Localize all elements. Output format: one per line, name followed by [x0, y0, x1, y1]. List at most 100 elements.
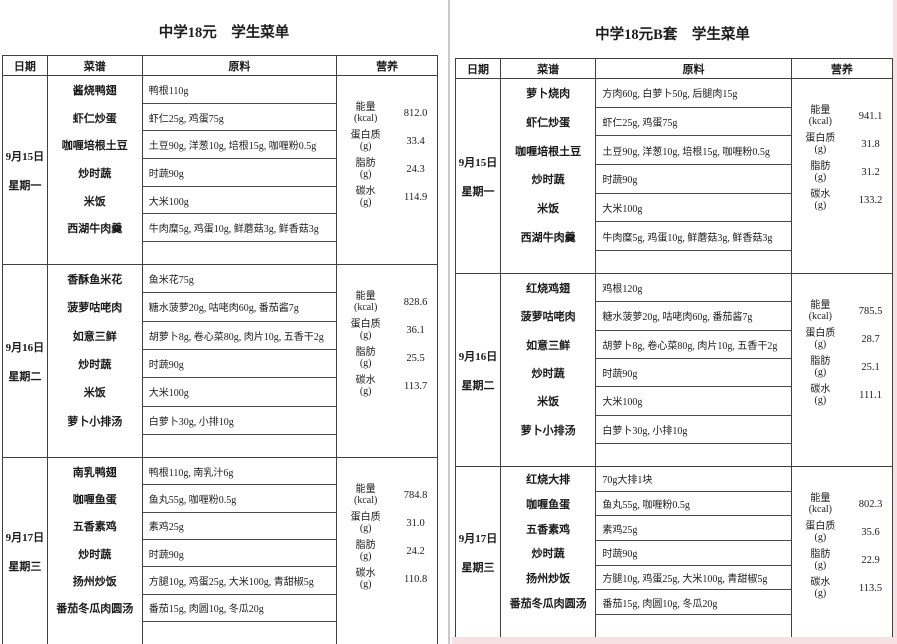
- nutrition-label-name: 碳水: [355, 185, 376, 197]
- dish-name: 萝卜烧肉: [526, 88, 571, 101]
- weekday-text: 星期二: [8, 370, 42, 383]
- nutrition-value: 802.3: [858, 498, 883, 510]
- nutrition-item: 碳水 (g) 133.2: [792, 186, 892, 214]
- nutrition-cell: 能量 (kcal) 812.0 蛋白质 (g) 33.4 脂肪 (g) 24.3 碳水 (g) 114…: [337, 76, 437, 264]
- nutrition-label-unit: (g): [359, 551, 372, 562]
- dish-column: 萝卜烧肉 虾仁炒蛋 咖喱培根土豆 炒时蔬 米饭 西湖牛肉羹: [501, 79, 597, 273]
- day-group: 9月17日 星期三 南乳鸭翅 咖喱鱼蛋 五香素鸡 炒时蔬 扬州炒饭 番茄冬瓜肉圆汤 鸭根110g…: [3, 458, 437, 644]
- page-divider: [448, 0, 450, 644]
- nutrition-item: 能量 (kcal) 828.6: [337, 288, 437, 316]
- nutrition-label-unit: (kcal): [354, 495, 378, 506]
- nutrition-item: 脂肪 (g) 25.1: [792, 353, 892, 381]
- nutrition-value: 33.4: [406, 135, 425, 147]
- menu-page-left: 中学18元 学生菜单 日期 菜谱 原料 营养 9月15日 星期一 酱烧鸭翅 虾仁炒蛋咖…: [0, 0, 448, 644]
- nutrition-label: 碳水 (g): [337, 186, 394, 209]
- nutrition-item: 能量 (kcal) 941.1: [792, 102, 892, 130]
- nutrition-label: 能量 (kcal): [792, 300, 849, 323]
- date-text: 9月17日: [5, 531, 45, 544]
- dish-column: 香酥鱼米花 菠萝咕咾肉 如意三鲜 炒时蔬 米饭 萝卜小排汤: [48, 265, 143, 457]
- ingredient-cell: 牛肉糜5g, 鸡蛋10g, 鲜蘑菇3g, 鲜香菇3g: [142, 214, 337, 243]
- nutrition-cell: 能量 (kcal) 941.1 蛋白质 (g) 31.8 脂肪 (g) 31.2 碳水 (g) 133…: [792, 79, 892, 273]
- ingredient-column: 鸭根110g, 南乳汁6g 鱼丸55g, 咖喱粉0.5g 素鸡25g 时蔬90g 方腿1…: [142, 458, 338, 644]
- ingredient-cell: [143, 242, 336, 264]
- date-cell: 9月17日 星期三: [456, 467, 501, 637]
- nutrition-label-name: 能量: [355, 290, 376, 302]
- nutrition-item: 脂肪 (g) 24.3: [337, 155, 437, 183]
- dish-column: 红烧大排 咖喱鱼蛋 五香素鸡 炒时蔬 扬州炒饭 番茄冬瓜肉圆汤: [501, 467, 597, 637]
- date-cell: 9月16日 星期二: [456, 274, 501, 466]
- dish-name: 红烧鸡翅: [526, 283, 571, 296]
- dish-name: 扬州炒饭: [72, 575, 117, 588]
- nutrition-label-unit: (kcal): [808, 504, 833, 515]
- nutrition-label-unit: (g): [814, 395, 827, 406]
- ingredient-cell: 胡萝卜8g, 卷心菜80g, 肉片10g, 五香干2g: [142, 322, 337, 350]
- dish-name: 扬州炒饭: [526, 573, 571, 586]
- nutrition-label-unit: (kcal): [808, 116, 833, 127]
- nutrition-label-unit: (g): [359, 197, 372, 208]
- ingredient-cell: 方腿10g, 鸡蛋25g, 大米100g, 青甜椒5g: [596, 566, 791, 591]
- ingredient-cell: 鱼米花75g: [142, 265, 337, 294]
- nutrition-label: 能量 (kcal): [792, 493, 849, 516]
- dish-name: [501, 444, 595, 466]
- dish-name: 咖喱培根土豆: [515, 145, 582, 158]
- nutrition-label: 脂肪 (g): [337, 347, 394, 370]
- nutrition-label-name: 脂肪: [355, 539, 376, 551]
- nutrition-label: 碳水 (g): [792, 384, 849, 407]
- dish-name: 咖喱鱼蛋: [526, 499, 571, 511]
- ingredient-cell: 番茄15g, 肉圆10g, 冬瓜20g: [142, 595, 337, 622]
- dish-name: 米饭: [537, 396, 560, 409]
- header-date: 日期: [456, 59, 501, 78]
- nutrition-item: 脂肪 (g) 25.5: [337, 344, 437, 372]
- ingredient-cell: 虾仁25g, 鸡蛋75g: [142, 104, 337, 132]
- nutrition-label: 脂肪 (g): [337, 540, 394, 563]
- nutrition-item: 碳水 (g) 114.9: [337, 183, 437, 211]
- nutrition-label: 脂肪 (g): [792, 356, 849, 379]
- nutrition-label-name: 脂肪: [810, 548, 831, 560]
- nutrition-label-unit: (g): [359, 386, 372, 397]
- nutrition-label-unit: (g): [359, 169, 372, 180]
- ingredient-cell: 时蔬90g: [596, 541, 791, 566]
- ingredient-cell: 70g大排1块: [596, 467, 791, 492]
- dish-name: 炒时蔬: [78, 359, 112, 372]
- nutrition-label: 蛋白质 (g): [792, 133, 849, 156]
- nutrition-label-unit: (g): [814, 367, 827, 378]
- nutrition-item: 蛋白质 (g) 31.0: [337, 509, 437, 537]
- ingredient-cell: 大米100g: [142, 378, 337, 407]
- nutrition-label: 碳水 (g): [337, 375, 394, 398]
- ingredient-cell: 土豆90g, 洋葱10g, 培根15g, 咖喱粉0.5g: [142, 131, 337, 160]
- nutrition-label: 碳水 (g): [792, 577, 849, 600]
- nutrition-value: 36.1: [406, 324, 425, 336]
- dish-name: [48, 242, 142, 264]
- nutrition-item: 脂肪 (g) 24.2: [337, 537, 437, 565]
- nutrition-label-name: 蛋白质: [350, 129, 381, 141]
- dish-name: 炒时蔬: [531, 174, 565, 187]
- nutrition-item: 能量 (kcal) 802.3: [792, 490, 892, 518]
- dish-name: 炒时蔬: [78, 548, 112, 561]
- dish-name: 香酥鱼米花: [67, 274, 123, 287]
- weekday-text: 星期一: [461, 185, 495, 198]
- ingredient-cell: 白萝卜30g, 小排10g: [142, 407, 337, 435]
- dish-name: 红烧大排: [526, 474, 571, 487]
- date-cell: 9月17日 星期三: [3, 458, 48, 644]
- nutrition-label-unit: (kcal): [354, 113, 378, 124]
- ingredient-column: 鱼米花75g 糖水菠萝20g, 咕咾肉60g, 番茄酱7g 胡萝卜8g, 卷心菜80…: [142, 265, 338, 457]
- nutrition-value: 785.5: [858, 305, 883, 317]
- nutrition-value: 784.8: [403, 489, 428, 501]
- nutrition-item: 能量 (kcal) 785.5: [792, 297, 892, 325]
- nutrition-label: 能量 (kcal): [337, 484, 394, 507]
- ingredient-column: 鸭根110g 虾仁25g, 鸡蛋75g 土豆90g, 洋葱10g, 培根15g, 咖…: [142, 76, 338, 264]
- day-group: 9月17日 星期三 红烧大排 咖喱鱼蛋 五香素鸡 炒时蔬 扬州炒饭 番茄冬瓜肉圆汤 70g大排1…: [456, 467, 892, 637]
- dish-name: 虾仁炒蛋: [72, 112, 117, 125]
- header-nutrition: 营养: [376, 60, 399, 73]
- nutrition-label-name: 脂肪: [355, 157, 376, 169]
- ingredient-cell: 方腿10g, 鸡蛋25g, 大米100g, 青甜椒5g: [142, 567, 337, 595]
- nutrition-label-unit: (g): [814, 560, 827, 571]
- ingredient-cell: 鸭根110g: [142, 76, 337, 104]
- nutrition-item: 碳水 (g) 113.7: [337, 372, 437, 400]
- ingredient-cell: 方肉60g, 白萝卜50g, 后腿肉15g: [596, 79, 791, 108]
- ingredient-cell: 虾仁25g, 鸡蛋75g: [596, 108, 791, 137]
- ingredient-cell: [596, 251, 790, 273]
- nutrition-label: 能量 (kcal): [337, 291, 394, 314]
- ingredient-column: 70g大排1块 鱼丸55g, 咖喱粉0.5g 素鸡25g 时蔬90g 方腿10g, 鸡蛋…: [596, 467, 792, 637]
- nutrition-value: 114.9: [403, 191, 428, 203]
